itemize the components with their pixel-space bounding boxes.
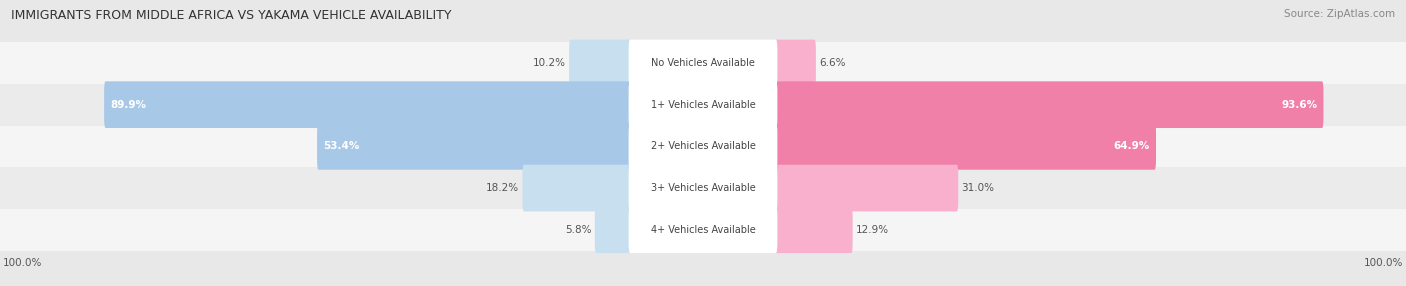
Text: 100.0%: 100.0% [3, 258, 42, 268]
Bar [0, 209, 1406, 251]
FancyBboxPatch shape [628, 40, 778, 86]
FancyBboxPatch shape [569, 40, 631, 86]
Bar [0, 42, 1406, 84]
FancyBboxPatch shape [595, 206, 631, 253]
FancyBboxPatch shape [104, 81, 631, 128]
FancyBboxPatch shape [628, 81, 778, 128]
Text: 3+ Vehicles Available: 3+ Vehicles Available [651, 183, 755, 193]
Text: 89.9%: 89.9% [110, 100, 146, 110]
Text: 100.0%: 100.0% [1364, 258, 1403, 268]
FancyBboxPatch shape [628, 123, 778, 170]
Bar [0, 167, 1406, 209]
Text: 64.9%: 64.9% [1114, 141, 1150, 151]
Text: 31.0%: 31.0% [962, 183, 994, 193]
FancyBboxPatch shape [775, 206, 852, 253]
Text: Source: ZipAtlas.com: Source: ZipAtlas.com [1284, 9, 1395, 19]
Bar [0, 84, 1406, 126]
Text: 2+ Vehicles Available: 2+ Vehicles Available [651, 141, 755, 151]
FancyBboxPatch shape [523, 165, 631, 211]
Text: IMMIGRANTS FROM MIDDLE AFRICA VS YAKAMA VEHICLE AVAILABILITY: IMMIGRANTS FROM MIDDLE AFRICA VS YAKAMA … [11, 9, 451, 21]
FancyBboxPatch shape [318, 123, 631, 170]
Text: 1+ Vehicles Available: 1+ Vehicles Available [651, 100, 755, 110]
Bar [0, 126, 1406, 167]
Text: 12.9%: 12.9% [856, 225, 889, 235]
FancyBboxPatch shape [775, 123, 1156, 170]
FancyBboxPatch shape [628, 165, 778, 211]
Text: 10.2%: 10.2% [533, 58, 565, 68]
Text: No Vehicles Available: No Vehicles Available [651, 58, 755, 68]
Text: 4+ Vehicles Available: 4+ Vehicles Available [651, 225, 755, 235]
Text: 6.6%: 6.6% [820, 58, 845, 68]
Text: 18.2%: 18.2% [486, 183, 519, 193]
FancyBboxPatch shape [775, 40, 815, 86]
FancyBboxPatch shape [775, 165, 959, 211]
FancyBboxPatch shape [628, 206, 778, 253]
Text: 53.4%: 53.4% [323, 141, 360, 151]
FancyBboxPatch shape [775, 81, 1323, 128]
Text: 5.8%: 5.8% [565, 225, 592, 235]
Text: 93.6%: 93.6% [1281, 100, 1317, 110]
